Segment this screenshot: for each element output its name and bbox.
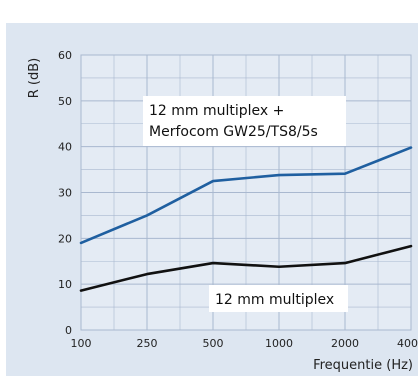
- series-label-box-0: [143, 96, 346, 146]
- series-line-0: [79, 146, 413, 245]
- series-label-text-1: 12 mm multiplex: [215, 292, 334, 308]
- x-tick-label: 1000: [265, 337, 293, 350]
- series-label-text-0: 12 mm multiplex +: [149, 103, 284, 119]
- y-tick-label: 40: [58, 141, 72, 154]
- series-label-text-0: Merfocom GW25/TS8/5s: [149, 124, 318, 140]
- x-tick-label: 100: [71, 337, 92, 350]
- y-tick-label: 10: [58, 278, 72, 291]
- x-tick-label: 500: [203, 337, 224, 350]
- x-axis-label: Frequentie (Hz): [313, 358, 413, 373]
- grid-major: [80, 54, 412, 331]
- y-tick-label: 20: [58, 232, 72, 245]
- x-tick-label: 2000: [331, 337, 359, 350]
- y-tick-label: 30: [58, 187, 72, 200]
- series-label-box-1: [209, 285, 348, 312]
- series-labels: 12 mm multiplex + Merfocom GW25/TS8/5s 12 …: [143, 96, 348, 312]
- series-line-1: [79, 244, 413, 292]
- y-axis-label: R (dB): [27, 58, 42, 98]
- x-tick-label: 4000: [397, 337, 418, 350]
- y-tick-label: 50: [58, 95, 72, 108]
- x-axis-ticks: 100 250 500 1000 2000 4000: [71, 337, 418, 350]
- y-tick-label: 0: [65, 324, 72, 337]
- series-lines: [79, 146, 413, 292]
- y-tick-label: 60: [58, 49, 72, 62]
- y-axis-ticks: 0 10 20 30 40 50 60: [58, 49, 72, 337]
- x-tick-label: 250: [137, 337, 158, 350]
